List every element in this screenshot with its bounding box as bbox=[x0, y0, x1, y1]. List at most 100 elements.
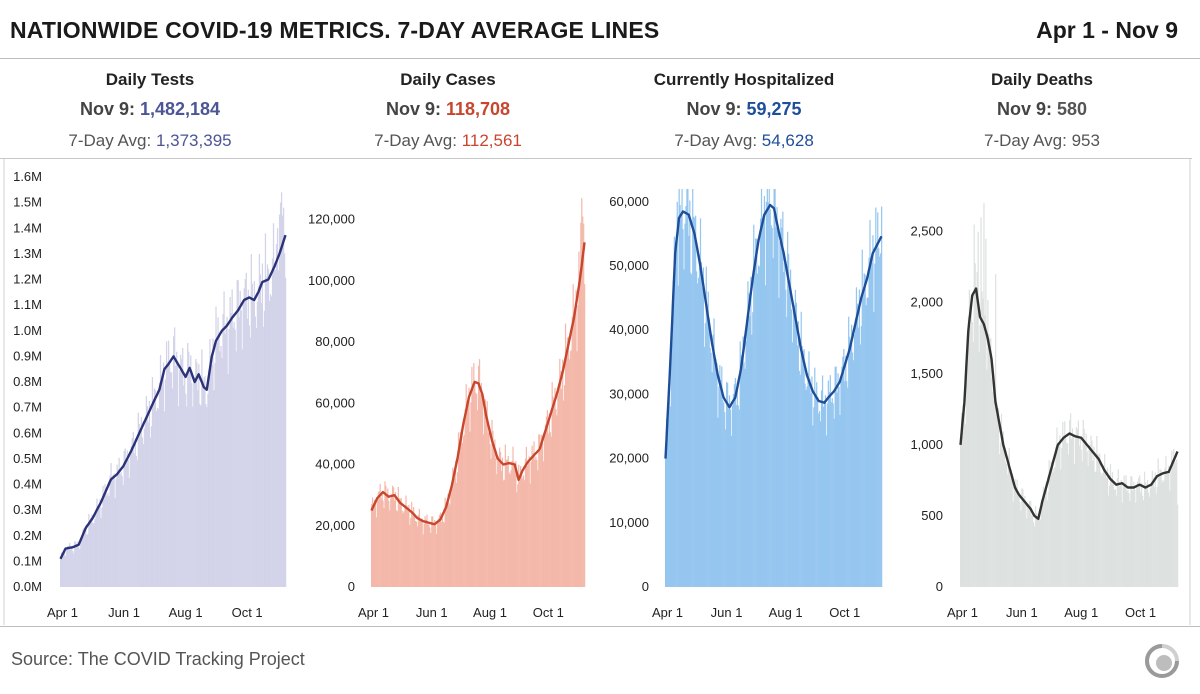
daily-bar bbox=[1013, 487, 1015, 587]
page-title: NATIONWIDE COVID-19 METRICS. 7-DAY AVERA… bbox=[10, 17, 660, 43]
daily-bar bbox=[250, 254, 252, 587]
daily-bar bbox=[804, 383, 806, 587]
daily-bar bbox=[442, 521, 444, 587]
daily-bar bbox=[773, 189, 775, 587]
daily-bar bbox=[879, 256, 881, 587]
daily-bar bbox=[1115, 495, 1117, 587]
daily-bar bbox=[272, 223, 275, 587]
daily-bar bbox=[97, 505, 99, 587]
daily-bar bbox=[694, 217, 696, 587]
daily-bar bbox=[1012, 501, 1014, 587]
daily-bar bbox=[164, 379, 167, 587]
daily-bar bbox=[530, 461, 532, 587]
daily-bar bbox=[816, 382, 818, 587]
daily-bar bbox=[444, 497, 446, 587]
x-tick-cases: Oct 1 bbox=[533, 605, 564, 620]
daily-bar bbox=[251, 283, 253, 587]
daily-bar bbox=[113, 473, 115, 587]
daily-bar bbox=[735, 404, 737, 587]
daily-bar bbox=[258, 253, 261, 587]
daily-bar bbox=[242, 302, 244, 587]
daily-bar bbox=[670, 347, 673, 587]
daily-bar bbox=[563, 400, 565, 587]
daily-bar bbox=[1019, 502, 1021, 587]
daily-bar bbox=[983, 203, 985, 587]
daily-bar bbox=[423, 523, 425, 587]
y-tick-tests: 0.3M bbox=[13, 502, 42, 517]
daily-bar bbox=[723, 402, 725, 587]
daily-bar bbox=[426, 514, 428, 587]
daily-bar bbox=[484, 399, 486, 587]
daily-bar bbox=[1161, 482, 1163, 587]
daily-bar bbox=[507, 456, 509, 587]
daily-bar bbox=[492, 430, 494, 587]
daily-bar bbox=[1001, 437, 1004, 587]
daily-bar bbox=[1083, 428, 1085, 587]
daily-bar bbox=[576, 351, 578, 587]
daily-bar bbox=[403, 511, 405, 587]
daily-bar bbox=[844, 381, 846, 587]
daily-bar bbox=[235, 351, 237, 587]
daily-bar bbox=[241, 349, 243, 587]
daily-bar bbox=[676, 201, 678, 587]
daily-bar bbox=[379, 483, 381, 587]
daily-bar bbox=[1036, 517, 1039, 587]
daily-bar bbox=[515, 461, 517, 587]
daily-bar bbox=[175, 365, 177, 587]
x-tick-cases: Jun 1 bbox=[416, 605, 448, 620]
daily-bar bbox=[456, 482, 458, 587]
daily-bar bbox=[1076, 429, 1079, 587]
daily-bar bbox=[961, 425, 964, 587]
y-tick-cases: 40,000 bbox=[315, 457, 355, 472]
daily-bar bbox=[749, 316, 751, 587]
daily-bar bbox=[1159, 469, 1161, 587]
daily-bar bbox=[962, 403, 965, 587]
daily-bar bbox=[388, 500, 390, 587]
daily-bar bbox=[166, 361, 169, 587]
panel-avg-cases: 7-Day Avg: 112,561 bbox=[298, 131, 598, 151]
daily-bar bbox=[1069, 420, 1071, 587]
daily-bar bbox=[811, 376, 813, 587]
daily-bar bbox=[1139, 475, 1141, 587]
daily-bar bbox=[760, 189, 763, 587]
daily-bar bbox=[506, 459, 508, 587]
daily-bar bbox=[419, 520, 421, 587]
daily-bar bbox=[210, 358, 212, 587]
daily-bar bbox=[424, 516, 426, 587]
daily-bar bbox=[144, 417, 147, 587]
daily-bar bbox=[193, 382, 195, 587]
daily-bar bbox=[704, 323, 706, 587]
daily-bar bbox=[1087, 466, 1089, 587]
daily-bar bbox=[501, 457, 504, 587]
daily-bar bbox=[123, 450, 125, 587]
x-tick-hospitalized: Jun 1 bbox=[711, 605, 743, 620]
panel-title-tests: Daily Tests bbox=[105, 70, 195, 89]
daily-bar bbox=[399, 498, 401, 587]
daily-bar bbox=[255, 328, 257, 587]
daily-bar bbox=[800, 311, 802, 587]
daily-bar bbox=[569, 351, 571, 587]
daily-bar bbox=[86, 535, 88, 587]
daily-bar bbox=[1068, 454, 1070, 587]
daily-bar bbox=[153, 388, 156, 587]
daily-bar bbox=[514, 469, 516, 587]
daily-bar bbox=[817, 396, 819, 587]
daily-bar bbox=[974, 263, 976, 587]
daily-bar bbox=[505, 459, 507, 587]
daily-bar bbox=[1056, 427, 1058, 587]
daily-bar bbox=[461, 442, 463, 587]
daily-bar bbox=[758, 266, 761, 587]
daily-bar bbox=[413, 513, 416, 587]
daily-bar bbox=[745, 341, 747, 587]
daily-bar bbox=[1158, 473, 1160, 587]
daily-bar bbox=[546, 410, 548, 587]
panel-header-tests: Daily Tests Nov 9: 1,482,184 7-Day Avg: … bbox=[0, 58, 300, 158]
daily-bar bbox=[195, 358, 197, 587]
chart-hospitalized: 0 10,000 20,000 30,000 40,000 50,000 60,000 Apr… bbox=[609, 189, 883, 620]
daily-bar bbox=[1065, 438, 1067, 587]
daily-bar bbox=[178, 406, 180, 587]
daily-bar bbox=[549, 432, 551, 587]
daily-bar bbox=[972, 341, 974, 587]
daily-bar bbox=[1080, 449, 1082, 587]
daily-bar bbox=[89, 519, 91, 587]
